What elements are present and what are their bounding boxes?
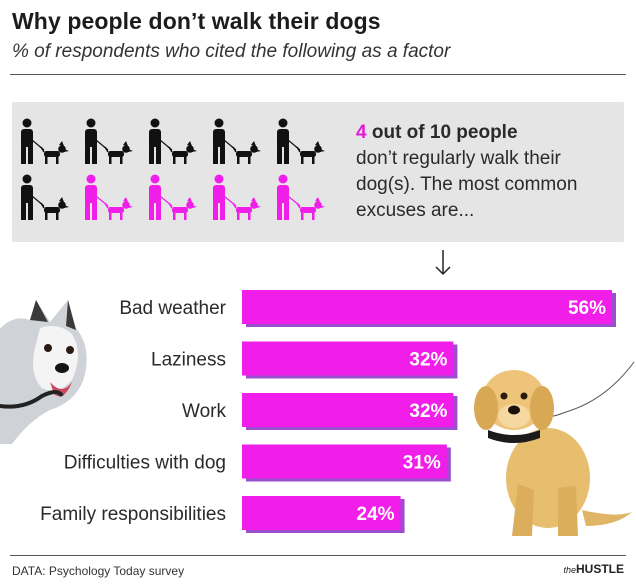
brand-the: the	[563, 565, 576, 575]
chart-subtitle: % of respondents who cited the following…	[12, 41, 451, 62]
golden-retriever-illustration	[474, 361, 635, 536]
bar	[242, 496, 401, 530]
person-dog-icon	[213, 118, 261, 164]
category-label: Difficulties with dog	[64, 453, 226, 474]
bar	[242, 444, 447, 479]
value-label: 24%	[357, 504, 395, 525]
bar-chart: Bad weather 56% Laziness 32% Work 32% Difficul…	[40, 290, 616, 533]
bar	[242, 393, 454, 427]
value-label: 32%	[409, 401, 447, 422]
bar	[242, 341, 454, 376]
value-label: 31%	[403, 453, 441, 474]
brand-name: HUSTLE	[576, 562, 624, 576]
person-dog-icon	[277, 118, 325, 164]
brand-logo: theHUSTLE	[563, 562, 624, 576]
category-label: Work	[182, 401, 226, 422]
category-label: Family responsibilities	[40, 504, 226, 525]
people-pictogram	[21, 118, 325, 220]
person-dog-icon	[21, 118, 69, 164]
person-dog-icon-highlighted	[277, 174, 325, 220]
value-label: 56%	[568, 298, 606, 319]
husky-illustration	[0, 300, 87, 444]
chart-title: Why people don’t walk their dogs	[12, 8, 381, 34]
source-note: DATA: Psychology Today survey	[12, 564, 185, 578]
person-dog-icon	[85, 118, 133, 164]
value-label: 32%	[409, 350, 447, 371]
stat-number: 4	[356, 122, 367, 143]
person-dog-icon-highlighted	[149, 174, 197, 220]
category-label: Bad weather	[119, 298, 226, 319]
down-arrow-icon	[435, 250, 451, 276]
stat-headline: out of 10 people	[366, 122, 518, 143]
stat-panel	[12, 102, 624, 242]
person-dog-icon-highlighted	[213, 174, 261, 220]
bar	[242, 290, 612, 324]
bottom-divider	[10, 555, 626, 556]
category-label: Laziness	[151, 350, 226, 371]
person-dog-icon	[149, 118, 197, 164]
person-dog-icon	[21, 174, 69, 220]
stat-text: 4 out of 10 people don’t regularly walk …	[356, 120, 616, 224]
person-dog-icon-highlighted	[85, 174, 133, 220]
top-divider	[10, 74, 626, 75]
stat-body: don’t regularly walk their dog(s). The m…	[356, 148, 578, 221]
